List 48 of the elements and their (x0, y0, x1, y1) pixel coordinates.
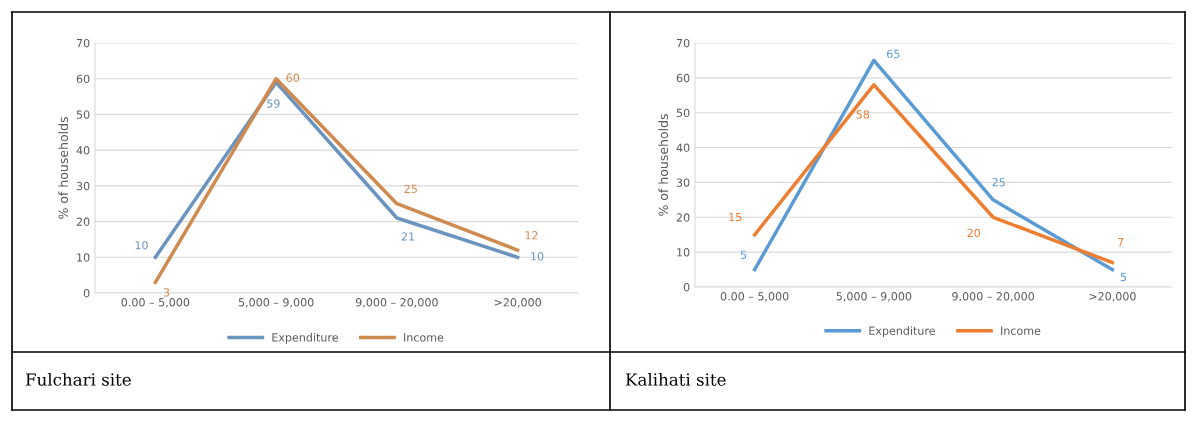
x-tick-label: 9,000 – 20,000 (952, 292, 1035, 302)
y-tick-label: 10 (677, 248, 690, 257)
x-tick-label: >20,000 (494, 298, 541, 308)
data-label: 25 (404, 184, 417, 194)
y-axis-title: % of households (658, 114, 669, 216)
data-label: 59 (267, 99, 280, 108)
legend-label: Expenditure (869, 326, 935, 338)
y-tick-label: 20 (676, 213, 690, 222)
data-label: 21 (401, 232, 415, 241)
y-tick-label: 0 (83, 288, 90, 298)
y-tick-label: 70 (76, 38, 90, 48)
data-label: 15 (729, 213, 742, 222)
x-tick-label: 5,000 – 9,000 (238, 298, 314, 308)
x-tick-label: 0.00 – 5,000 (720, 292, 789, 302)
data-label: 12 (525, 231, 538, 240)
x-tick-label: 0.00 – 5,000 (121, 298, 190, 308)
y-tick-label: 60 (76, 74, 90, 84)
data-label: 5 (1120, 272, 1127, 282)
legend-label: Income (404, 333, 444, 342)
y-tick-label: 50 (676, 108, 690, 118)
data-label: 58 (856, 110, 870, 119)
data-label: 10 (531, 252, 544, 261)
y-tick-label: 30 (76, 181, 90, 191)
y-tick-label: 30 (676, 178, 690, 187)
x-tick-label: >20,000 (1089, 292, 1136, 302)
legend-label: Expenditure (272, 333, 338, 344)
y-tick-label: 10 (77, 253, 90, 262)
y-tick-label: 20 (76, 217, 90, 226)
data-label: 5 (740, 250, 747, 259)
y-tick-label: 50 (76, 110, 90, 119)
legend-label: Income (1001, 326, 1041, 335)
y-tick-label: 70 (676, 38, 690, 48)
data-label: 65 (887, 49, 900, 59)
y-tick-label: 40 (676, 143, 690, 152)
data-label: 3 (163, 288, 170, 297)
data-label: 10 (135, 240, 148, 250)
y-tick-label: 0 (683, 282, 690, 292)
data-label: 25 (992, 178, 1005, 187)
x-tick-label: 5,000 – 9,000 (836, 292, 912, 302)
x-tick-label: 9,000 – 20,000 (355, 298, 438, 308)
data-label: 7 (1118, 238, 1124, 247)
y-tick-label: 60 (676, 73, 690, 83)
data-label: 60 (286, 73, 300, 82)
y-tick-label: 40 (76, 146, 90, 155)
y-axis-title: % of households (58, 117, 69, 219)
data-label: 20 (967, 228, 981, 238)
text: Kalihati site (625, 372, 726, 386)
text: Fulchari site (25, 372, 131, 386)
